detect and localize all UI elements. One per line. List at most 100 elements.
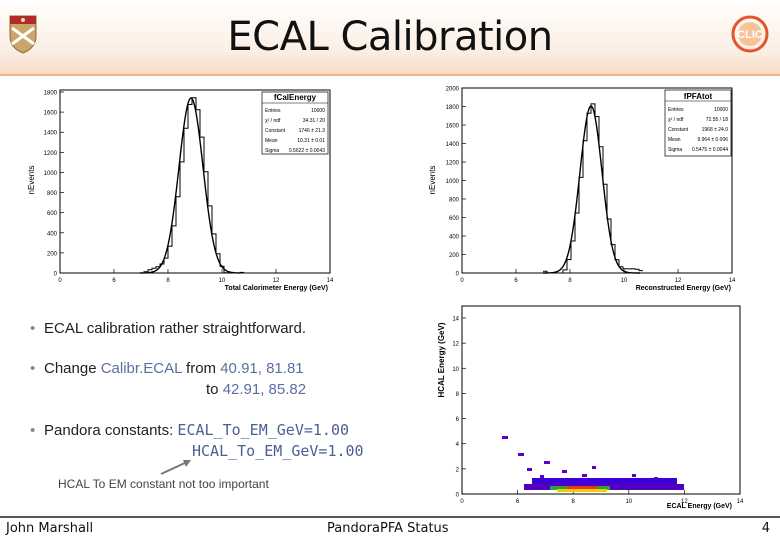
scatter-y-tick-label: 6 [456,417,460,423]
note-text: HCAL To EM constant not too important [58,477,269,491]
scatter-xticks: 0 6 8 10 12 14 [460,490,744,505]
footer-author: John Marshall [6,521,94,536]
footer: John Marshall PandoraPFA Status 4 [0,516,780,540]
stats-value: 34.31 / 20 [303,118,325,124]
scatter-y-tick-label: 12 [452,342,459,348]
stats-key: Sigma [265,148,279,154]
stats-value: 0.5622 ± 0.0043 [289,148,325,154]
right-fit-curve [543,105,640,274]
stats-key: Mean [265,138,278,144]
left-x-tick-label: 6 [112,278,116,284]
header-bar: ECAL Calibration CLIC [0,0,780,76]
scatter-xlabel: ECAL Energy (GeV) [667,503,732,510]
left-y-tick-label: 800 [47,191,58,197]
cambridge-crest-logo [9,15,37,54]
stats-value: 1968 ± 24.0 [702,127,729,133]
scatter-x-tick-label: 10 [625,499,632,505]
right-histogram-line [543,103,643,274]
left-y-tick-label: 1200 [44,151,58,157]
right-x-tick-label: 0 [460,278,464,284]
right-x-tick-label: 14 [729,278,736,284]
bullet-2-continuation: to 42.91, 85.82 [206,381,307,398]
left-xlabel: Total Calorimeter Energy (GeV) [225,285,328,292]
scatter-y-tick-label: 14 [452,317,459,323]
right-stats-box: fPFAtot Entries 10000 χ² / ndf 72.55 / 18 Co… [664,89,732,157]
left-y-tick-label: 1800 [44,91,58,97]
right-stats-title: fPFAtot [684,92,713,101]
scatter-x-tick-label: 12 [681,499,688,505]
arrow-icon [160,460,191,475]
left-fit-curve [140,97,241,274]
right-xlabel: Reconstructed Energy (GeV) [636,285,731,292]
scatter-x-tick-label: 8 [572,499,576,505]
page-title: ECAL Calibration [227,14,553,60]
stats-value: 10000 [714,107,728,113]
stats-key: Sigma [668,147,682,153]
clic-logo: CLIC [731,15,769,53]
left-y-tick-label: 600 [47,211,58,217]
right-y-tick-label: 2000 [446,87,460,93]
left-ylabel: nEvents [27,166,36,195]
left-y-tick-label: 1400 [44,131,58,137]
footer-title: PandoraPFA Status [327,521,449,536]
right-x-tick-label: 6 [514,278,518,284]
right-y-tick-label: 1200 [446,161,460,167]
left-x-tick-label: 12 [273,278,280,284]
scatter-y-tick-label: 10 [452,367,459,373]
scatter-y-tick-label: 8 [456,392,460,398]
stats-key: Mean [668,137,681,143]
right-y-tick-label: 800 [449,198,460,204]
left-xticks: 0 6 8 10 12 14 [58,269,334,284]
left-stats-title: fCalEnergy [274,93,317,102]
bullet-2: • Change Calibr.ECAL from 40.91, 81.81 [30,360,304,377]
left-x-tick-label: 14 [327,278,334,284]
stats-value: 1746 ± 21.3 [299,128,326,134]
right-y-tick-label: 1600 [446,124,460,130]
scatter-x-tick-label: 14 [737,499,744,505]
right-x-tick-label: 8 [568,278,572,284]
right-y-tick-label: 600 [449,216,460,222]
right-y-tick-label: 0 [456,272,460,278]
left-stats-box: fCalEnergy Entries 10000 χ² / ndf 34.31 / 2… [261,91,329,155]
left-x-tick-label: 10 [219,278,226,284]
right-y-tick-label: 1800 [446,105,460,111]
bullet-3: • Pandora constants: ECAL_To_EM_GeV=1.00 [30,421,350,439]
right-y-tick-label: 200 [449,253,460,259]
stats-key: Entries [265,108,281,114]
scatter-y-tick-label: 2 [456,467,460,473]
stats-key: χ² / ndf [668,117,684,123]
stats-value: 0.5475 ± 0.0044 [692,147,728,153]
left-x-tick-label: 8 [166,278,170,284]
left-x-tick-label: 0 [58,278,62,284]
left-y-tick-label: 200 [47,251,58,257]
page-number: 4 [761,521,770,536]
stats-key: χ² / ndf [265,118,281,124]
left-y-tick-label: 0 [54,272,58,278]
stats-value: 72.55 / 18 [706,117,728,123]
stats-value: 10000 [311,108,325,114]
right-x-tick-label: 10 [621,278,628,284]
scatter-y-tick-label: 0 [456,493,460,499]
calorimeter-energy-histogram: nEvents 18001600140012001000800600400200… [20,80,340,295]
stats-value: 9.964 ± 0.006 [697,137,728,143]
scatter-y-tick-label: 4 [456,442,460,448]
left-y-tick-label: 400 [47,231,58,237]
left-histogram-line [140,97,244,274]
stats-key: Constant [668,127,689,133]
right-ylabel: nEvents [428,166,437,195]
stats-key: Constant [265,128,286,134]
scatter-ylabel: HCAL Energy (GeV) [437,322,446,397]
svg-text:CLIC: CLIC [737,29,763,41]
reconstructed-energy-histogram: nEvents 20001800160014001200100080060040… [425,80,740,295]
left-y-tick-label: 1000 [44,171,58,177]
right-y-tick-label: 1400 [446,142,460,148]
scatter-yticks: 14 12 10 8 6 4 2 0 [452,317,466,499]
left-y-tick-label: 1600 [44,111,58,117]
scatter-x-tick-label: 6 [516,499,520,505]
right-y-tick-label: 400 [449,235,460,241]
right-y-tick-label: 1000 [446,179,460,185]
right-xticks: 0 6 8 10 12 14 [460,269,736,284]
